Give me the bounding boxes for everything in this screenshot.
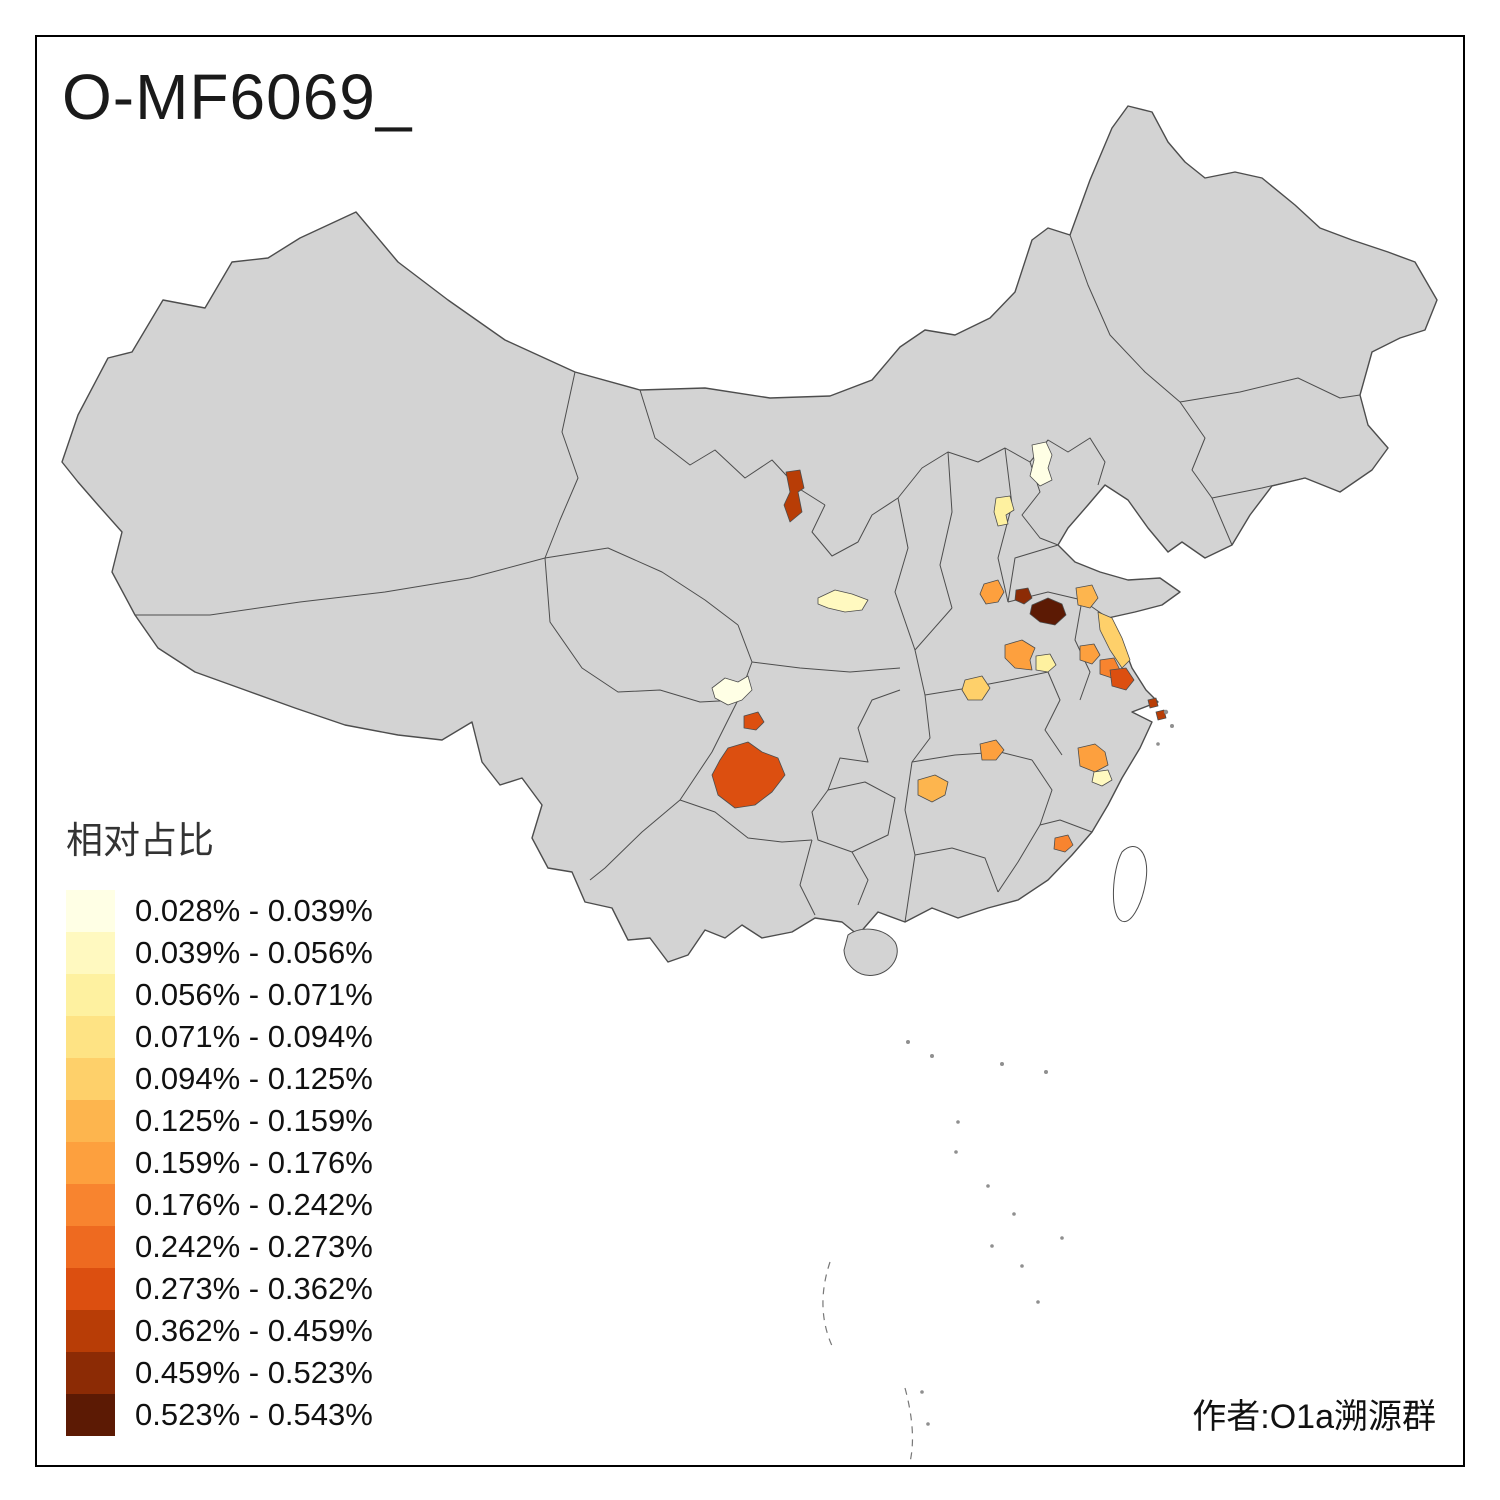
legend-row: 0.094% - 0.125% xyxy=(66,1058,373,1100)
legend-row: 0.459% - 0.523% xyxy=(66,1352,373,1394)
legend: 相对占比 0.028% - 0.039% 0.039% - 0.056% 0.056… xyxy=(66,810,373,1436)
legend-swatch xyxy=(66,932,115,974)
south-china-sea-features xyxy=(822,1040,1064,1463)
legend-row: 0.176% - 0.242% xyxy=(66,1184,373,1226)
choropleth-region xyxy=(1091,769,1113,787)
legend-swatch xyxy=(66,974,115,1016)
choropleth-region xyxy=(1079,643,1101,665)
legend-swatch xyxy=(66,1058,115,1100)
choropleth-region xyxy=(1004,639,1036,671)
legend-label: 0.039% - 0.056% xyxy=(135,935,373,970)
legend-swatch xyxy=(66,1394,115,1436)
choropleth-region xyxy=(1053,834,1074,853)
choropleth-region xyxy=(993,495,1015,527)
choropleth-region xyxy=(1097,611,1131,669)
legend-label: 0.523% - 0.543% xyxy=(135,1397,373,1432)
choropleth-region xyxy=(711,741,786,809)
choropleth-region xyxy=(783,469,805,523)
legend-label: 0.159% - 0.176% xyxy=(135,1145,373,1180)
legend-swatch xyxy=(66,1352,115,1394)
legend-row: 0.071% - 0.094% xyxy=(66,1016,373,1058)
legend-swatch xyxy=(66,1226,115,1268)
legend-swatch xyxy=(66,1268,115,1310)
choropleth-region xyxy=(1077,743,1109,773)
choropleth-regions xyxy=(711,441,1167,853)
attribution: 作者:O1a溯源群 xyxy=(1192,1398,1436,1436)
choropleth-region xyxy=(1014,587,1033,605)
legend-row: 0.362% - 0.459% xyxy=(66,1310,373,1352)
legend-swatch xyxy=(66,1100,115,1142)
legend-label: 0.362% - 0.459% xyxy=(135,1313,373,1348)
legend-label: 0.459% - 0.523% xyxy=(135,1355,373,1390)
legend-label: 0.242% - 0.273% xyxy=(135,1229,373,1264)
legend-swatch xyxy=(66,1184,115,1226)
choropleth-region xyxy=(1075,584,1099,609)
legend-label: 0.056% - 0.071% xyxy=(135,977,373,1012)
choropleth-region xyxy=(1155,709,1167,721)
legend-swatch xyxy=(66,1142,115,1184)
choropleth-region xyxy=(1029,597,1067,626)
legend-row: 0.056% - 0.071% xyxy=(66,974,373,1016)
legend-row: 0.273% - 0.362% xyxy=(66,1268,373,1310)
legend-label: 0.125% - 0.159% xyxy=(135,1103,373,1138)
legend-label: 0.071% - 0.094% xyxy=(135,1019,373,1054)
choropleth-region xyxy=(1029,441,1053,487)
choropleth-region xyxy=(743,711,765,731)
choropleth-region xyxy=(917,774,949,803)
choropleth-region xyxy=(979,579,1005,605)
legend-label: 0.273% - 0.362% xyxy=(135,1271,373,1306)
legend-swatch xyxy=(66,1016,115,1058)
legend-row: 0.242% - 0.273% xyxy=(66,1226,373,1268)
coastal-islets xyxy=(1156,709,1174,746)
legend-rows: 0.028% - 0.039% 0.039% - 0.056% 0.056% - 0… xyxy=(66,890,373,1436)
choropleth-region xyxy=(1035,653,1057,673)
chart-title: O-MF6069_ xyxy=(62,61,413,133)
legend-label: 0.028% - 0.039% xyxy=(135,893,373,928)
choropleth-region xyxy=(961,675,991,701)
choropleth-region xyxy=(979,739,1005,761)
legend-label: 0.094% - 0.125% xyxy=(135,1061,373,1096)
choropleth-region xyxy=(1147,697,1159,709)
choropleth-region xyxy=(711,675,753,706)
hainan-island xyxy=(843,928,898,976)
legend-swatch xyxy=(66,890,115,932)
taiwan-island xyxy=(1112,846,1148,923)
legend-swatch xyxy=(66,1310,115,1352)
choropleth-region xyxy=(817,589,869,613)
legend-title: 相对占比 xyxy=(66,820,214,861)
legend-row: 0.039% - 0.056% xyxy=(66,932,373,974)
legend-row: 0.523% - 0.543% xyxy=(66,1394,373,1436)
choropleth-region xyxy=(1109,667,1135,691)
legend-row: 0.028% - 0.039% xyxy=(66,890,373,932)
legend-row: 0.125% - 0.159% xyxy=(66,1100,373,1142)
legend-label: 0.176% - 0.242% xyxy=(135,1187,373,1222)
legend-row: 0.159% - 0.176% xyxy=(66,1142,373,1184)
